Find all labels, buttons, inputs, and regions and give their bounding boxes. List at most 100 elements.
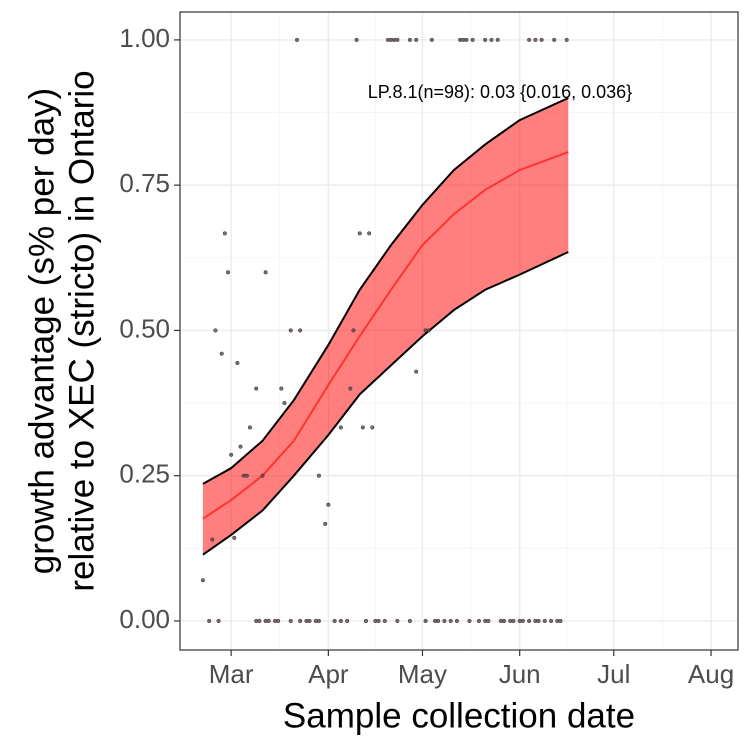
- point: [225, 270, 231, 275]
- point: [332, 618, 337, 623]
- point: [527, 37, 532, 42]
- point: [442, 618, 447, 623]
- point: [382, 618, 387, 623]
- point: [216, 618, 221, 623]
- point: [552, 37, 557, 42]
- point: [338, 618, 343, 623]
- plot: [200, 37, 569, 623]
- y-tick-label: 0.50: [119, 313, 170, 343]
- point: [229, 452, 234, 457]
- point: [549, 618, 554, 623]
- grid: [180, 12, 738, 650]
- point: [423, 618, 428, 623]
- fit-line: [202, 151, 569, 520]
- point: [467, 618, 472, 623]
- point: [407, 618, 412, 623]
- point: [533, 37, 538, 42]
- point: [426, 328, 431, 333]
- point: [219, 351, 224, 356]
- point: [282, 401, 287, 406]
- annotation: LP.8.1(n=98): 0.03 {0.016, 0.036}: [368, 82, 632, 102]
- point: [542, 618, 547, 623]
- point: [414, 369, 419, 374]
- point: [210, 537, 215, 542]
- y-axis-title: relative to XEC (stricto) in Ontario: [62, 70, 101, 591]
- y-tick-label: 0.75: [119, 168, 170, 198]
- point: [429, 37, 434, 42]
- point: [476, 618, 481, 623]
- point: [338, 425, 343, 430]
- y-tick-label: 0.25: [119, 459, 170, 489]
- point: [254, 386, 259, 391]
- x-tick-label: Apr: [308, 659, 349, 689]
- point: [326, 502, 331, 507]
- point: [244, 473, 249, 478]
- point: [257, 618, 262, 623]
- point: [539, 37, 544, 42]
- x-axis-title: Sample collection date: [283, 696, 635, 735]
- point: [279, 386, 284, 391]
- point: [294, 37, 300, 42]
- point: [436, 618, 441, 623]
- point: [520, 618, 525, 623]
- x-tick-label: Mar: [209, 659, 254, 689]
- point: [351, 328, 356, 333]
- point: [367, 231, 372, 236]
- point: [483, 37, 488, 42]
- point: [222, 231, 227, 236]
- point: [345, 618, 350, 623]
- y-axis-title: growth advantage (s% per day): [22, 88, 61, 574]
- x-tick-label: Jun: [499, 659, 541, 689]
- point: [564, 37, 569, 42]
- point: [298, 618, 303, 623]
- point: [470, 37, 475, 42]
- point: [464, 37, 469, 42]
- y-tick-label: 1.00: [119, 23, 170, 53]
- point: [357, 231, 362, 236]
- point: [454, 618, 460, 623]
- point: [307, 618, 312, 623]
- point: [207, 618, 212, 623]
- point: [266, 618, 271, 623]
- point: [238, 444, 243, 449]
- point: [298, 328, 303, 333]
- x-tick-label: Aug: [688, 659, 734, 689]
- point: [527, 618, 532, 623]
- point: [316, 618, 322, 623]
- x-tick-label: May: [398, 659, 447, 689]
- upper-bound: [202, 97, 569, 485]
- point: [486, 618, 491, 623]
- point: [489, 37, 494, 42]
- point: [363, 618, 369, 623]
- point: [536, 618, 541, 623]
- point: [200, 578, 205, 583]
- point: [395, 37, 400, 42]
- point: [288, 328, 293, 333]
- point: [263, 270, 268, 275]
- point: [511, 618, 516, 623]
- point: [495, 37, 500, 42]
- point: [414, 37, 419, 42]
- point: [354, 37, 359, 42]
- point: [376, 618, 381, 623]
- point: [360, 425, 365, 430]
- x-tick-label: Jul: [597, 659, 630, 689]
- point: [235, 360, 240, 366]
- point: [407, 37, 412, 42]
- point: [448, 618, 453, 623]
- point: [232, 535, 237, 540]
- point: [558, 618, 563, 623]
- lower-bound: [202, 251, 569, 556]
- point: [501, 618, 507, 623]
- point: [260, 473, 265, 478]
- point: [348, 386, 353, 391]
- point: [323, 521, 328, 526]
- point: [370, 425, 375, 430]
- point: [288, 618, 293, 623]
- point: [213, 328, 218, 333]
- point: [247, 425, 252, 430]
- point: [276, 618, 281, 623]
- y-tick-label: 0.00: [119, 604, 170, 634]
- point: [316, 473, 322, 478]
